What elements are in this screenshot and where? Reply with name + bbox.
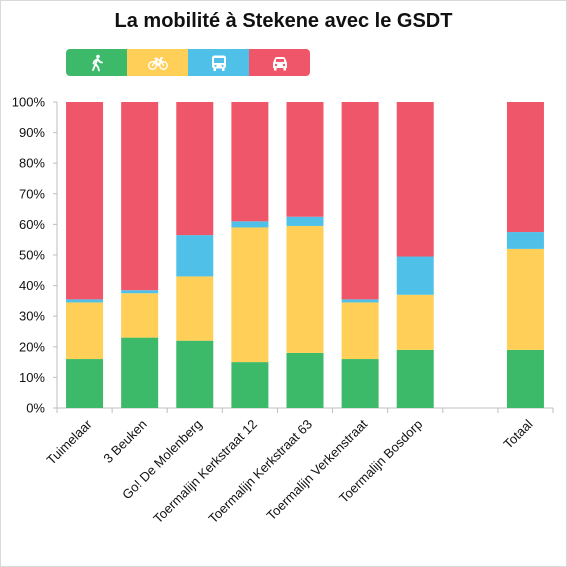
bar-segment-walking-person-8 [507,350,544,408]
bar-segment-bus-8 [507,232,544,249]
bar-segment-bicycle-3 [231,227,268,362]
x-category-label: 3 Beuken [100,417,149,466]
y-tick-label: 60% [19,217,45,232]
bar-segment-bicycle-0 [66,302,103,359]
bar-segment-bicycle-4 [287,226,324,353]
x-category-label: Toermalijn Kerkstraat 63 [205,417,315,527]
y-tick-label: 20% [19,339,45,354]
y-tick-label: 50% [19,248,45,263]
bar-segment-bus-5 [342,299,379,302]
bar-segment-walking-person-4 [287,353,324,408]
y-tick-label: 30% [19,309,45,324]
y-tick-label: 90% [19,125,45,140]
x-category-label: Toermalijn Verkenstraat [264,416,371,523]
bar-segment-bicycle-8 [507,249,544,350]
bar-segment-bus-6 [397,257,434,295]
y-tick-label: 100% [12,95,46,110]
bar-segment-bicycle-5 [342,302,379,359]
bar-segment-bus-0 [66,299,103,302]
x-category-label: Totaal [500,416,535,451]
bar-segment-bus-3 [231,221,268,227]
y-tick-label: 40% [19,278,45,293]
bar-segment-car-8 [507,102,544,232]
bar-segment-car-6 [397,102,434,257]
bar-segment-walking-person-5 [342,359,379,408]
y-tick-label: 0% [26,401,45,416]
bar-segment-car-3 [231,102,268,221]
bar-segment-car-4 [287,102,324,217]
bar-segment-car-5 [342,102,379,299]
bar-segment-walking-person-0 [66,359,103,408]
bar-segment-walking-person-3 [231,362,268,408]
x-category-label: Toermalijn Kerkstraat 12 [150,417,260,527]
bar-segment-bus-1 [121,290,158,293]
bar-segment-bicycle-1 [121,293,158,337]
bar-segment-walking-person-1 [121,338,158,408]
bar-segment-bus-2 [176,235,213,276]
bar-segment-car-1 [121,102,158,290]
y-tick-label: 10% [19,370,45,385]
y-tick-label: 70% [19,186,45,201]
bar-segment-walking-person-2 [176,341,213,408]
bar-segment-car-2 [176,102,213,235]
bar-segment-walking-person-6 [397,350,434,408]
bar-segment-bus-4 [287,217,324,226]
x-category-label: Tuimelaar [44,416,96,468]
bar-segment-bicycle-2 [176,276,213,340]
bar-segment-car-0 [66,102,103,299]
y-tick-label: 80% [19,156,45,171]
bar-segment-bicycle-6 [397,295,434,350]
